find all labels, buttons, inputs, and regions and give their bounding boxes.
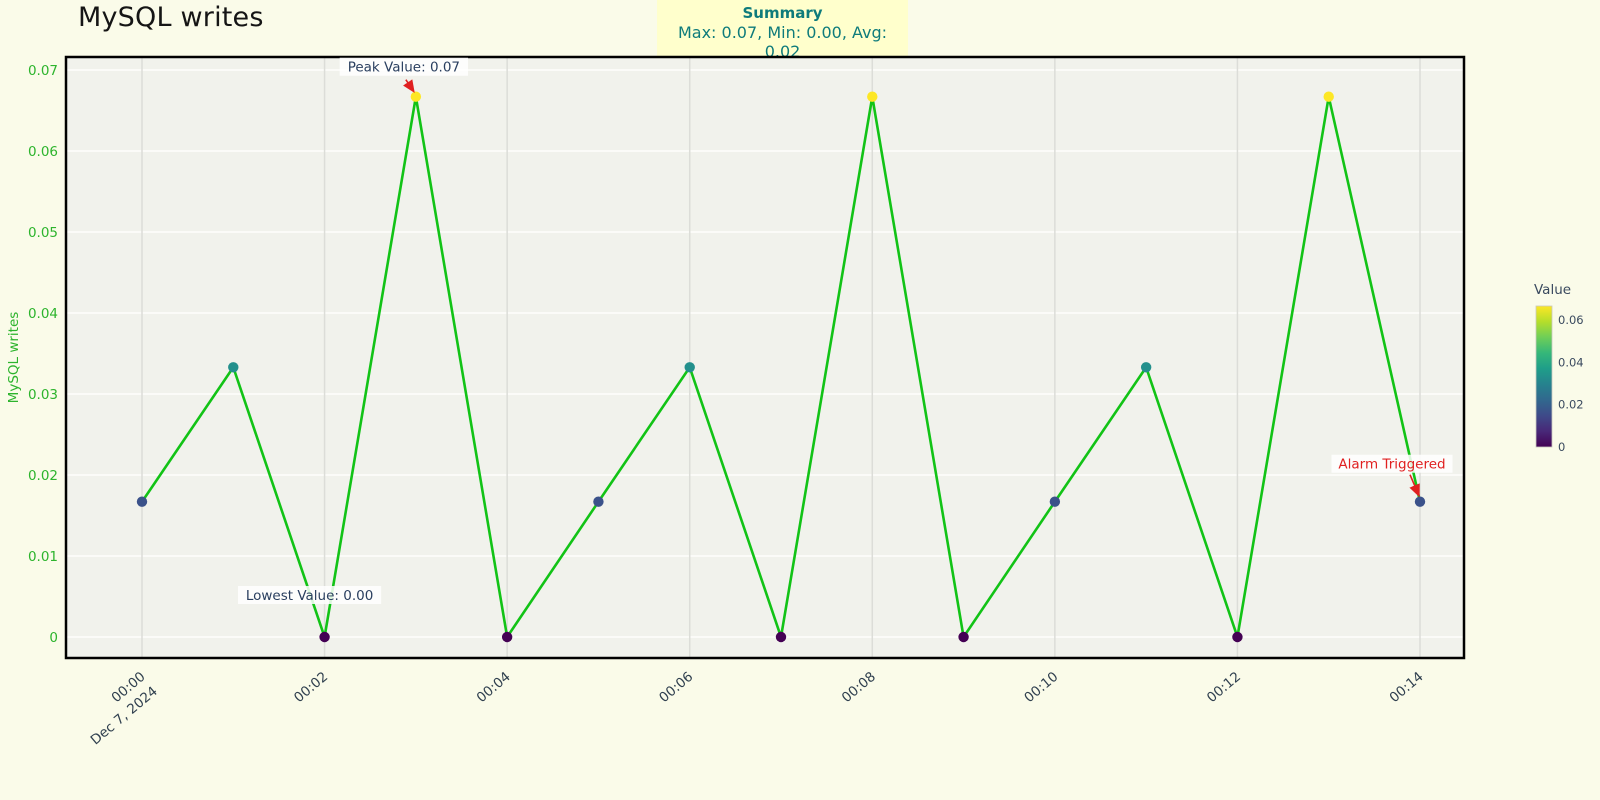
data-point[interactable]: [501, 631, 513, 643]
plot-area[interactable]: [66, 57, 1464, 658]
x-tick-label: 00:10: [1021, 669, 1061, 706]
data-point[interactable]: [593, 496, 604, 507]
x-tick-label: 00:02: [291, 669, 331, 706]
y-tick-label: 0.03: [28, 387, 58, 403]
colorbar-tick-label: 0.04: [1558, 355, 1584, 369]
data-point[interactable]: [1232, 631, 1243, 643]
y-tick-label: 0.02: [28, 468, 58, 484]
annotation-label: Peak Value: 0.07: [348, 60, 460, 76]
data-point[interactable]: [228, 362, 239, 373]
data-point[interactable]: [775, 631, 787, 643]
y-tick-label: 0.07: [28, 63, 58, 79]
y-tick-label: 0.06: [28, 144, 58, 160]
summary-box: Summary Max: 0.07, Min: 0.00, Avg: 0.02: [657, 0, 908, 66]
annotation-label: Alarm Triggered: [1338, 457, 1445, 473]
data-point[interactable]: [410, 91, 422, 102]
data-point[interactable]: [1049, 496, 1061, 507]
colorbar-tick-label: 0.06: [1558, 313, 1584, 327]
annotation-bg: [237, 586, 382, 604]
x-tick-label: 00:12: [1204, 669, 1244, 706]
y-axis-title: MySQL writes: [6, 312, 22, 404]
page-title: MySQL writes: [78, 2, 264, 33]
colorbar: [1535, 305, 1553, 448]
y-tick-label: 0.05: [28, 225, 58, 241]
annotation-bg: [1331, 454, 1453, 473]
data-point[interactable]: [958, 631, 969, 643]
data-point[interactable]: [867, 91, 878, 102]
y-tick-label: 0.04: [28, 306, 58, 322]
y-tick-label: 0: [49, 630, 58, 646]
colorbar-tick-label: 0.02: [1558, 398, 1584, 412]
data-point[interactable]: [684, 362, 695, 373]
colorbar-title: Value: [1534, 282, 1571, 298]
annotation-arrow: [402, 79, 415, 94]
summary-title: Summary: [742, 4, 823, 22]
data-point[interactable]: [1323, 91, 1334, 102]
x-tick-label: 00:06: [656, 669, 696, 706]
x-tick-label: 00:08: [839, 669, 879, 706]
x-tick-label: 00:04: [474, 669, 514, 706]
data-point[interactable]: [319, 631, 330, 643]
annotation-arrow: [1409, 474, 1420, 498]
data-point[interactable]: [1414, 496, 1426, 507]
y-tick-label: 0.01: [28, 549, 58, 565]
colorbar-tick-label: 0: [1558, 440, 1565, 454]
data-point[interactable]: [1140, 362, 1152, 373]
plot-border: [64, 55, 1466, 660]
x-tick-label: 00:14: [1386, 669, 1426, 706]
x-tick-label: 00:00Dec 7, 2024: [76, 669, 161, 748]
annotation-label: Lowest Value: 0.00: [246, 588, 373, 604]
annotation-bg: [339, 57, 469, 76]
data-point[interactable]: [136, 496, 148, 507]
